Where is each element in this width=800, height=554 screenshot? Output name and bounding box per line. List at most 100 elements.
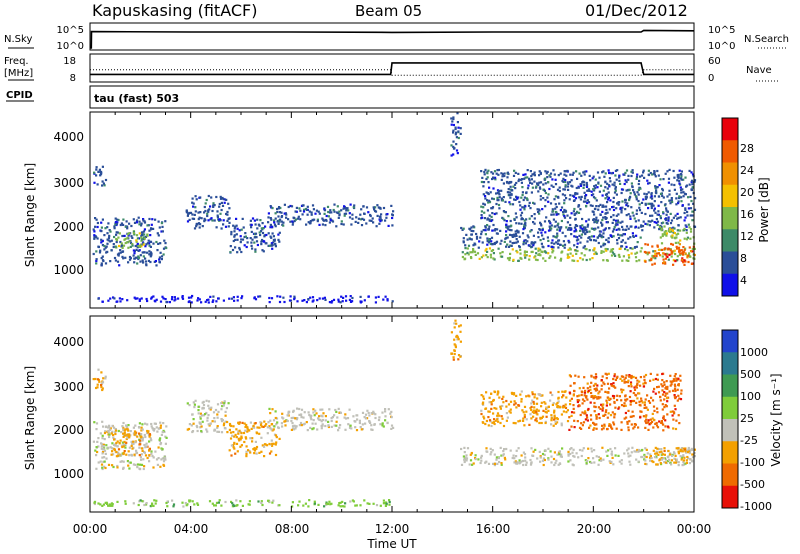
data-cell [667,217,670,220]
data-cell [481,176,484,179]
data-cell [675,236,678,239]
data-cell [208,407,211,410]
data-cell [649,220,652,223]
data-cell [545,172,548,175]
data-cell [476,252,480,255]
data-cell [533,171,536,174]
data-cell [181,296,184,299]
data-cell [516,229,519,232]
data-cell [617,203,620,206]
data-cell [460,463,464,466]
data-cell [634,220,637,223]
data-cell [549,255,552,258]
data-cell [680,389,683,392]
data-cell [669,384,672,387]
data-cell [390,204,393,207]
data-cell [254,422,257,425]
data-cell [689,214,692,217]
data-cell [101,244,104,247]
data-cell [574,249,577,252]
data-cell [681,251,684,254]
data-cell [566,221,569,224]
data-cell [489,256,493,259]
data-cell [531,391,534,394]
data-cell [226,210,229,214]
data-cell [461,228,464,231]
data-cell [245,437,248,440]
data-cell [560,453,563,456]
data-cell [487,416,490,419]
data-cell [505,419,508,422]
data-cell [181,501,184,504]
data-cell [197,211,200,214]
data-cell [672,451,676,454]
data-cell [207,194,210,198]
data-cell [243,235,246,239]
data-cell [666,425,670,428]
data-cell [608,227,611,230]
data-cell [120,431,123,434]
data-cell [263,420,266,423]
data-cell [469,459,473,462]
data-cell [557,226,560,229]
data-cell [185,211,189,214]
data-cell [331,416,334,419]
data-cell [604,372,607,375]
data-cell [670,255,673,258]
data-cell [691,453,694,456]
data-cell [282,224,285,227]
data-cell [661,385,664,388]
data-cell [240,238,243,241]
data-cell [363,499,366,502]
data-cell [471,463,474,466]
data-cell [97,445,100,448]
data-cell [311,300,314,303]
data-cell [519,461,522,464]
data-cell [661,393,665,396]
data-cell [235,224,238,227]
data-cell [620,240,623,243]
data-cell [304,502,307,505]
data-cell [602,403,605,406]
data-cell [137,256,141,259]
data-cell [648,251,651,254]
data-cell [245,450,248,453]
data-cell [327,420,330,423]
data-cell [613,401,616,404]
data-cell [250,427,253,430]
data-cell [674,252,677,256]
data-cell [250,241,253,244]
data-cell [102,425,105,428]
data-cell [106,250,109,253]
data-cell [95,259,98,263]
data-cell [505,220,508,223]
data-cell [629,236,632,239]
data-cell [135,239,138,242]
data-cell [664,387,667,390]
data-cell [112,436,115,439]
data-cell [185,209,188,212]
data-cell [658,451,661,454]
data-cell [651,219,654,222]
data-cell [623,233,626,236]
data-cell [658,420,661,423]
data-cell [559,209,562,212]
data-cell [596,397,599,400]
data-cell [600,388,603,391]
data-cell [524,173,527,176]
data-cell [343,214,346,217]
data-cell [607,397,611,400]
data-cell [649,372,652,375]
data-cell [472,230,475,233]
data-cell [691,456,695,459]
data-cell [611,248,615,251]
data-cell [631,446,634,449]
data-cell [532,244,535,247]
data-cell [676,399,679,402]
data-cell [215,226,218,229]
data-cell [683,249,686,252]
data-cell [110,502,113,505]
data-cell [192,217,196,220]
data-cell [152,456,155,459]
data-cell [109,260,112,263]
